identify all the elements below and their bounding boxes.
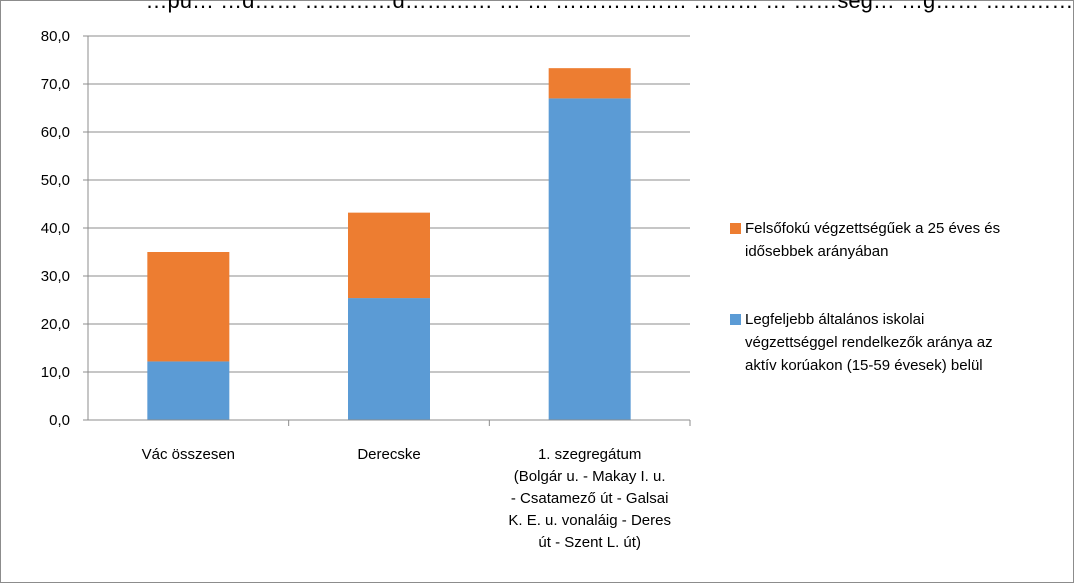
x-tick-label: - Csatamező út - Galsai: [511, 490, 669, 507]
bar-segment: [147, 252, 230, 362]
x-tick-label: Vác összesen: [142, 446, 235, 463]
axes: 0,0 10,0 20,0 30,0 40,0 50,0 60,0 70,0 80,0 Vác ö…: [41, 28, 691, 551]
y-tick-label: 30,0: [41, 268, 70, 285]
x-tick-label: (Bolgár u. - Makay I. u.: [514, 468, 666, 485]
y-tick-label: 60,0: [41, 124, 70, 141]
bar-segment: [548, 98, 631, 421]
legend-label: aktív korúakon (15-59 évesek) belül: [745, 357, 983, 374]
x-tick-label: Derecske: [357, 446, 420, 463]
y-tick-label: 80,0: [41, 28, 70, 45]
y-tick-label: 10,0: [41, 364, 70, 381]
chart-title: …pu… …d…… …………d………… … … ……………… ……… … ……s…: [146, 0, 1075, 13]
legend-label: Legfeljebb általános iskolai: [745, 311, 924, 328]
y-tick-label: 40,0: [41, 220, 70, 237]
bars: [147, 68, 631, 421]
bar-segment: [548, 68, 631, 99]
legend-swatch: [730, 314, 741, 325]
legend-label: végzettséggel rendelkezők aránya az: [745, 334, 993, 351]
bar-segment: [348, 298, 430, 420]
y-tick-label: 50,0: [41, 172, 70, 189]
x-tick-label: K. E. u. vonaláig - Deres: [508, 512, 671, 529]
y-tick-label: 20,0: [41, 316, 70, 333]
legend-label: idősebbek arányában: [745, 243, 888, 260]
y-tick-label: 0,0: [49, 412, 70, 429]
x-tick-label: 1. szegregátum: [538, 446, 641, 463]
bar-segment: [348, 212, 430, 299]
legend: Felsőfokú végzettségűek a 25 éves és idős…: [730, 220, 1000, 374]
legend-label: Felsőfokú végzettségűek a 25 éves és: [745, 220, 1000, 237]
y-tick-label: 70,0: [41, 76, 70, 93]
bar-segment: [147, 361, 230, 420]
legend-swatch: [730, 223, 741, 234]
x-tick-label: út - Szent L. út): [538, 534, 641, 551]
